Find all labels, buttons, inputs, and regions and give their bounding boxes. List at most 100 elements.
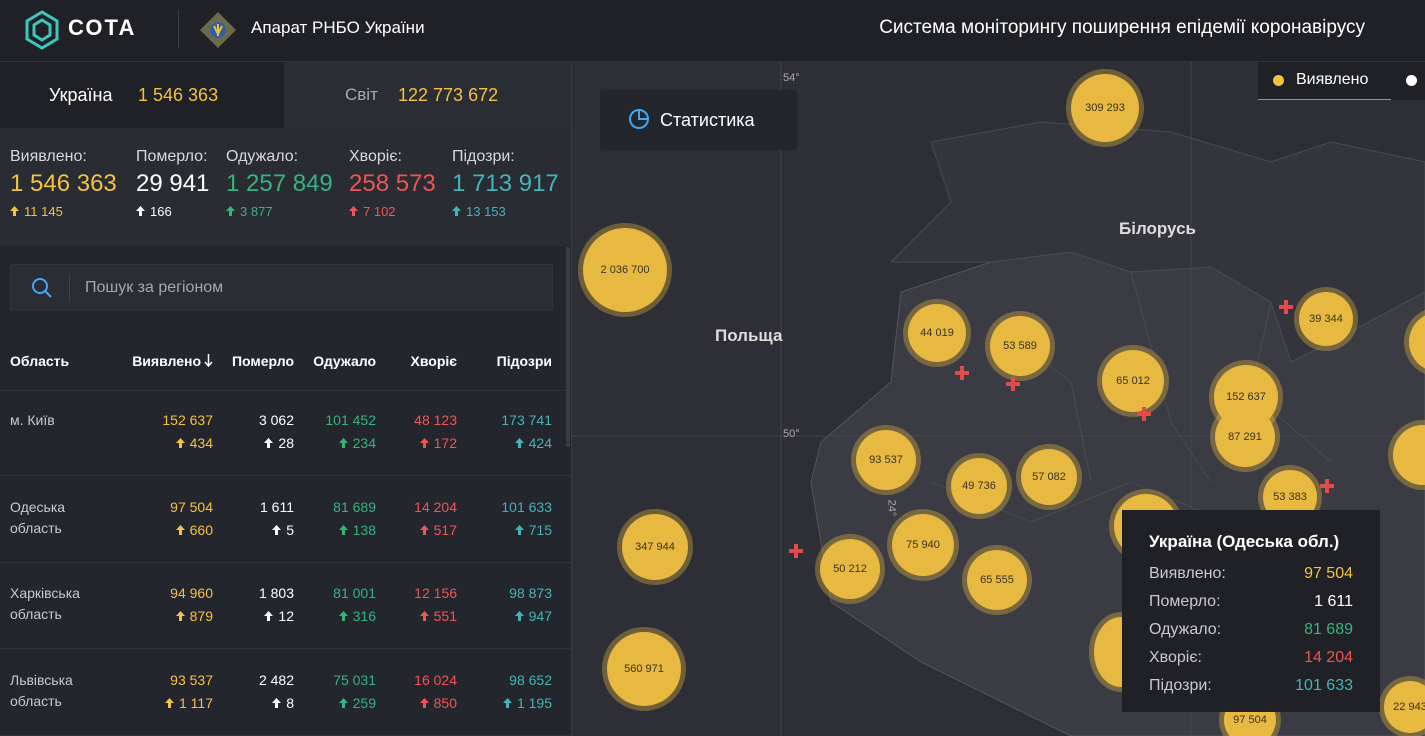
up-arrow	[502, 697, 512, 708]
summary-item: Одужало: 1 257 849 3 877	[226, 148, 333, 219]
stats-label: Статистика	[660, 110, 755, 130]
summary-value: 258 573	[349, 170, 436, 197]
up-arrow	[338, 524, 348, 535]
cluster-label[interactable]: 22 943	[1384, 681, 1425, 733]
up-arrow	[165, 697, 174, 708]
up-arrow	[514, 611, 524, 621]
cluster-label[interactable]: 87 291	[1215, 407, 1275, 467]
delta-value: 5	[286, 521, 294, 538]
summary-value: 1 257 849	[226, 170, 333, 197]
cluster-label[interactable]: 49 736	[951, 458, 1007, 514]
cluster-label[interactable]: 2 036 700	[583, 228, 667, 312]
column-header[interactable]: Область	[10, 353, 70, 369]
tooltip-row: Померло: 1 611	[1149, 588, 1353, 616]
column-header[interactable]: Хворіє	[410, 353, 457, 369]
summary-item: Померло: 29 941 166	[136, 148, 209, 219]
tab-label: Україна	[49, 85, 113, 105]
cluster-label[interactable]: 93 537	[856, 430, 916, 490]
graticule-label: 50°	[783, 428, 800, 440]
up-arrow	[514, 524, 524, 535]
country-label: Польща	[715, 326, 783, 345]
up-arrow	[338, 438, 348, 448]
column-header[interactable]: Виявлено	[113, 353, 213, 369]
stats-button[interactable]: Статистика	[600, 90, 797, 150]
marker[interactable]	[1278, 299, 1294, 315]
cluster-label[interactable]: 53 589	[990, 316, 1050, 376]
cluster-label[interactable]: 39 344	[1299, 292, 1353, 346]
delta-value: 434	[189, 435, 213, 451]
region-name: Харківська область	[10, 585, 80, 622]
legend-item[interactable]: Виявлено	[1258, 62, 1391, 100]
cell-value: 48 123	[414, 412, 457, 428]
graticule-label: 24°	[885, 499, 898, 517]
cell-delta: 434	[113, 435, 213, 451]
marker[interactable]	[954, 365, 970, 381]
cluster-label[interactable]: 560 971	[607, 632, 681, 706]
up-arrow	[419, 438, 429, 448]
marker[interactable]	[788, 543, 804, 559]
header-title: Система моніторингу поширення епідемії к…	[879, 17, 1365, 38]
marker[interactable]	[1005, 376, 1021, 392]
cell-value: 1 611	[260, 498, 294, 515]
summary-label: Померло:	[136, 148, 208, 165]
tooltip-label: Виявлено:	[1149, 565, 1226, 582]
cell-value: 81 689	[333, 498, 376, 515]
cell-value: 93 537	[170, 671, 213, 688]
cluster-label[interactable]: 75 940	[892, 514, 954, 576]
up-arrow	[338, 611, 348, 621]
cell-value: 152 637	[162, 412, 213, 428]
summary-box	[0, 128, 571, 246]
summary-value: 29 941	[136, 170, 210, 197]
logo-icon	[25, 10, 59, 50]
tooltip-row: Виявлено: 97 504	[1149, 560, 1353, 588]
tab-ukraine[interactable]: Україна 1 546 363	[0, 62, 284, 128]
cell-value: 12 156	[414, 585, 457, 601]
legend-dot	[1273, 75, 1284, 86]
cluster-label[interactable]: 65 555	[967, 550, 1027, 610]
sort-icon[interactable]	[204, 354, 213, 368]
marker[interactable]	[1319, 478, 1335, 494]
cluster-label[interactable]: 347 944	[622, 514, 688, 580]
cluster-label[interactable]: 44 019	[908, 304, 966, 362]
summary-item: Хворіє: 258 573 7 102	[349, 148, 436, 219]
cell-value: 98 652	[509, 671, 552, 688]
cluster-label[interactable]: 309 293	[1071, 74, 1139, 142]
tab-world[interactable]: Світ 122 773 672	[284, 62, 571, 128]
delta-value: 850	[433, 694, 457, 711]
tab-value: 122 773 672	[398, 85, 499, 105]
delta-value: 879	[189, 608, 213, 624]
search-box[interactable]: Пошук за регіоном	[10, 264, 553, 310]
column-header[interactable]: Померло	[231, 353, 294, 369]
delta-value: 13 153	[466, 204, 506, 219]
marker[interactable]	[1136, 406, 1152, 422]
tab-label: Світ	[345, 85, 378, 104]
divider	[69, 275, 70, 301]
cell-delta: 660	[113, 522, 213, 538]
column-header[interactable]: Одужало	[313, 353, 376, 369]
delta-value: 1 195	[516, 694, 552, 711]
up-arrow	[419, 697, 429, 708]
up-arrow	[136, 206, 145, 216]
delta-value: 7 102	[363, 204, 396, 219]
legend-dot	[1406, 75, 1417, 86]
cell-delta: 5	[194, 522, 294, 538]
legend-item[interactable]	[1391, 62, 1425, 100]
header: СОТА Апарат РНБО України Система монітор…	[0, 0, 1425, 62]
column-header[interactable]: Підозри	[496, 353, 552, 369]
cluster-label[interactable]: 65 012	[1102, 350, 1164, 412]
tooltip-row: Хворіє: 14 204	[1149, 644, 1353, 672]
cell-delta: 12	[194, 608, 294, 624]
cell-delta: 551	[357, 608, 457, 624]
cluster-label[interactable]: 50 212	[820, 539, 880, 599]
cell-delta: 1 195	[452, 695, 552, 711]
cluster-label[interactable]: 57 082	[1021, 449, 1077, 505]
region-name: Одеська область	[10, 498, 66, 536]
summary-value: 1 546 363	[10, 170, 117, 197]
cluster[interactable]	[1409, 312, 1425, 372]
tooltip-label: Хворіє:	[1149, 649, 1202, 666]
summary-label: Хворіє:	[349, 148, 402, 165]
org-emblem	[200, 12, 236, 48]
up-arrow	[338, 697, 348, 708]
tooltip-row: Одужало: 81 689	[1149, 616, 1353, 644]
